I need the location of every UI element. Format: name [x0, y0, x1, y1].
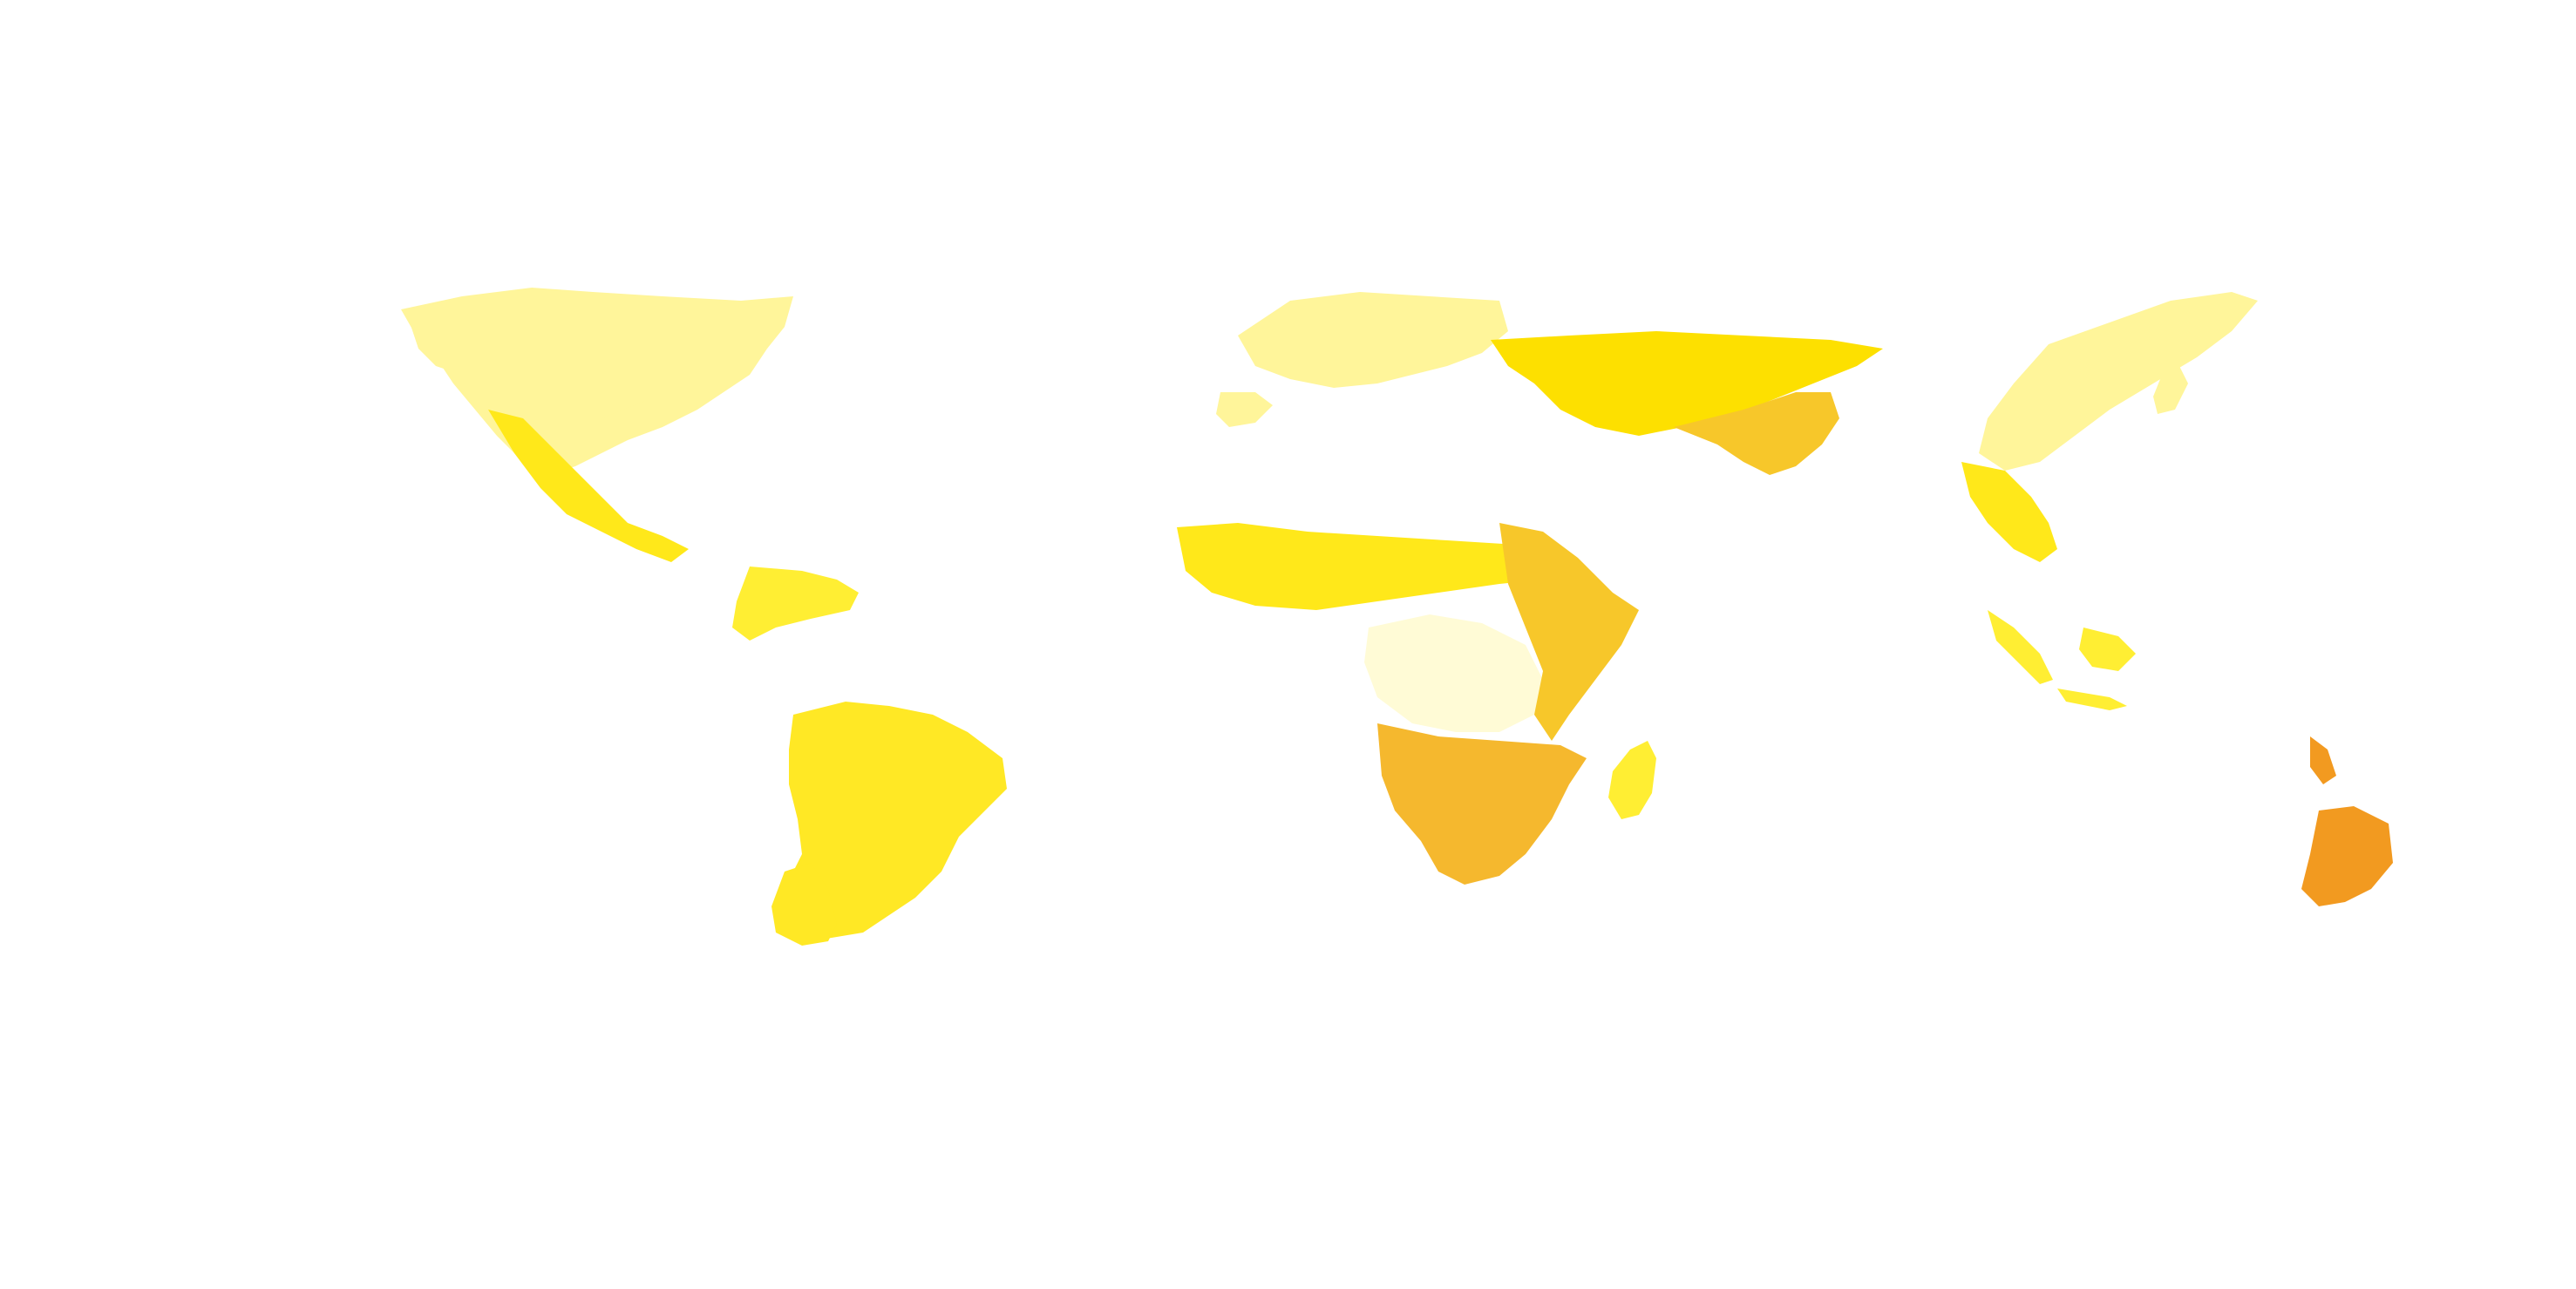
- land-madagascar: [1608, 741, 1656, 819]
- region-indonesia: [1988, 610, 2136, 710]
- region-caribbean: [732, 566, 859, 641]
- region-madagascar: [1608, 741, 1656, 819]
- region-east-africa: [1499, 523, 1639, 741]
- land-australia-east: [2310, 736, 2336, 784]
- land-central-asia: [1674, 392, 1839, 475]
- land-mexico: [488, 410, 689, 562]
- land-southeast-asia: [1961, 462, 2057, 562]
- land-indonesia-sumatra: [1988, 610, 2053, 684]
- land-central-africa: [1364, 614, 1543, 732]
- land-east-africa: [1499, 523, 1639, 741]
- region-australia: [2301, 736, 2393, 906]
- land-australia-south: [2301, 806, 2393, 906]
- region-south-america: [771, 702, 1007, 946]
- region-mexico-central-america: [488, 410, 689, 562]
- land-japan: [2153, 366, 2188, 414]
- land-indonesia-java: [2057, 689, 2127, 710]
- land-caribbean: [732, 566, 859, 641]
- region-southern-africa: [1377, 723, 1587, 885]
- region-southeast-asia: [1961, 462, 2057, 562]
- region-russia: [1491, 331, 1883, 436]
- land-alaska: [405, 301, 506, 375]
- land-indonesia-borneo: [2079, 628, 2136, 671]
- land-south-america-south: [771, 863, 837, 946]
- region-west-africa-sahel: [1177, 523, 1560, 610]
- land-sahel: [1177, 523, 1560, 610]
- region-central-africa: [1364, 614, 1543, 732]
- land-southern-africa: [1377, 723, 1587, 885]
- land-europe: [1238, 292, 1508, 388]
- land-russia: [1491, 331, 1883, 436]
- land-north-america-interior: [540, 305, 680, 418]
- region-europe: [1216, 292, 1508, 427]
- region-central-asia: [1674, 392, 1839, 475]
- region-east-asia: [1979, 292, 2258, 471]
- land-south-america: [785, 702, 1007, 941]
- land-east-asia: [1979, 292, 2258, 471]
- land-iberia: [1216, 392, 1273, 427]
- region-north-america: [401, 288, 793, 475]
